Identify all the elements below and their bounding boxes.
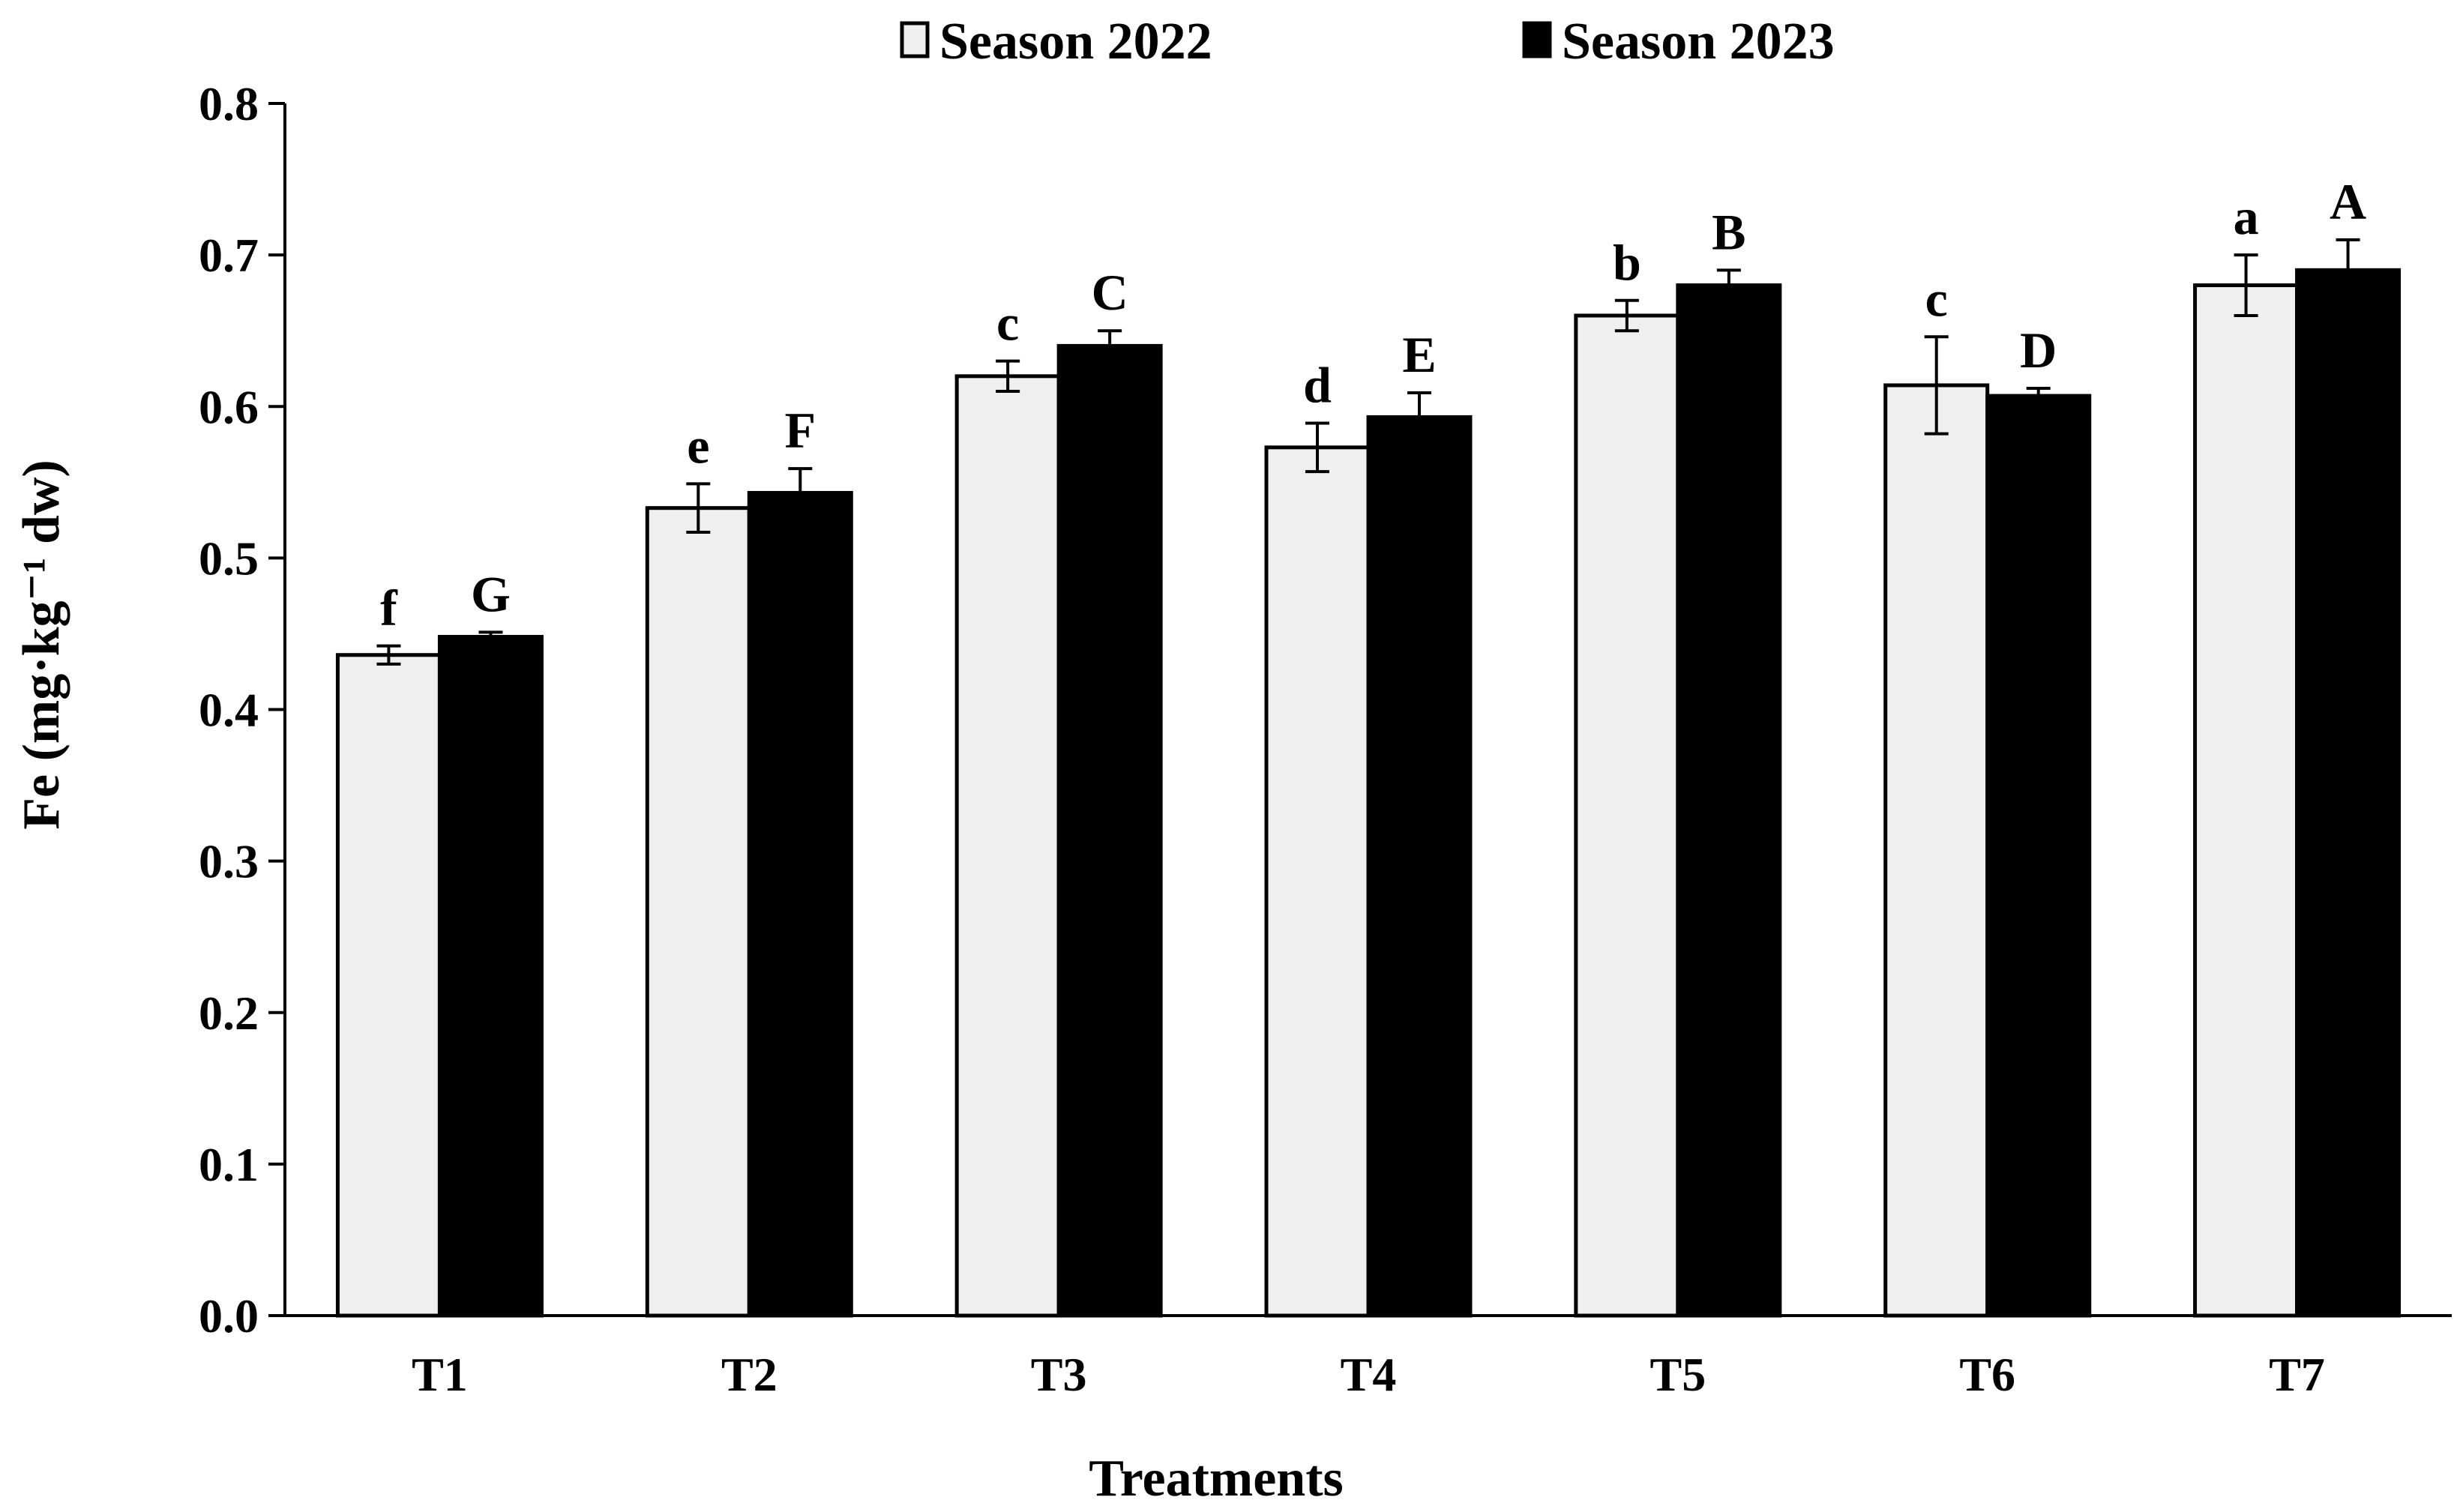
significance-label: c <box>1925 270 1948 327</box>
y-tick-label: 0.8 <box>199 77 259 130</box>
bar-t4-season-2023 <box>1366 415 1473 1318</box>
significance-label: b <box>1613 234 1641 291</box>
significance-label: F <box>785 402 817 459</box>
y-tick-label: 0.6 <box>199 380 259 433</box>
significance-label: d <box>1303 356 1332 413</box>
legend-swatch-season-2022 <box>900 21 930 58</box>
x-tick-label: T1 <box>412 1348 468 1401</box>
bar-t2-season-2022 <box>645 506 751 1318</box>
bar-t5-season-2023 <box>1676 283 1782 1318</box>
x-axis-title: Treatments <box>1089 1450 1344 1508</box>
bar-t1-season-2023 <box>437 634 544 1318</box>
significance-label: f <box>380 579 398 636</box>
x-tick-label: T6 <box>1959 1348 2015 1401</box>
y-tick-label: 0.4 <box>199 684 259 737</box>
significance-labels: f Ge Fc Cd Eb Bc Da A <box>380 173 2366 636</box>
x-tick-label: T2 <box>721 1348 778 1401</box>
bar-t7-season-2022 <box>2193 283 2300 1318</box>
significance-label: C <box>1092 264 1128 321</box>
significance-label: D <box>2020 322 2057 379</box>
y-tick-label: 0.7 <box>199 229 259 282</box>
x-tick-label: T4 <box>1341 1348 1397 1401</box>
bar-t5-season-2022 <box>1574 313 1680 1318</box>
y-tick-label: 0.5 <box>199 531 259 585</box>
x-tick-label: T3 <box>1031 1348 1087 1401</box>
significance-label: a <box>2234 188 2259 245</box>
y-axis-title: Fe (mg·kg⁻¹ dw) <box>13 460 70 829</box>
significance-label: G <box>471 565 511 622</box>
bar-t3-season-2023 <box>1056 343 1163 1318</box>
legend-label-season-2022: Season 2022 <box>939 13 1212 70</box>
bar-t2-season-2023 <box>747 490 853 1318</box>
significance-label: A <box>2330 173 2366 230</box>
bar-t3-season-2022 <box>954 374 1061 1318</box>
legend-swatch-season-2023 <box>1522 21 1552 58</box>
y-tick-label: 0.1 <box>199 1138 259 1191</box>
x-ticks: T1 T2 T3 T4 T5 T6 T7 <box>412 1348 2325 1401</box>
bar-t1-season-2022 <box>335 653 442 1318</box>
legend-label-season-2023: Season 2023 <box>1562 13 1835 70</box>
x-tick-label: T5 <box>1650 1348 1706 1401</box>
y-ticks: 0.0 0.1 0.2 0.3 0.4 0.5 0.6 0.7 0.8 <box>199 77 285 1343</box>
significance-label: E <box>1402 326 1436 383</box>
y-tick-label: 0.3 <box>199 835 259 888</box>
bar-t6-season-2022 <box>1883 383 1990 1318</box>
bar-t4-season-2022 <box>1264 445 1371 1318</box>
bar-t7-season-2023 <box>2295 268 2402 1318</box>
significance-label: c <box>996 295 1019 352</box>
bars <box>335 268 2402 1318</box>
significance-label: e <box>687 417 709 474</box>
x-tick-label: T7 <box>2269 1348 2325 1401</box>
y-tick-label: 0.0 <box>199 1289 259 1343</box>
bar-t6-season-2023 <box>1985 394 2092 1318</box>
significance-label: B <box>1712 203 1745 260</box>
y-tick-label: 0.2 <box>199 987 259 1040</box>
error-bars <box>376 238 2360 666</box>
legend: Season 2022 Season 2023 <box>900 13 1835 70</box>
